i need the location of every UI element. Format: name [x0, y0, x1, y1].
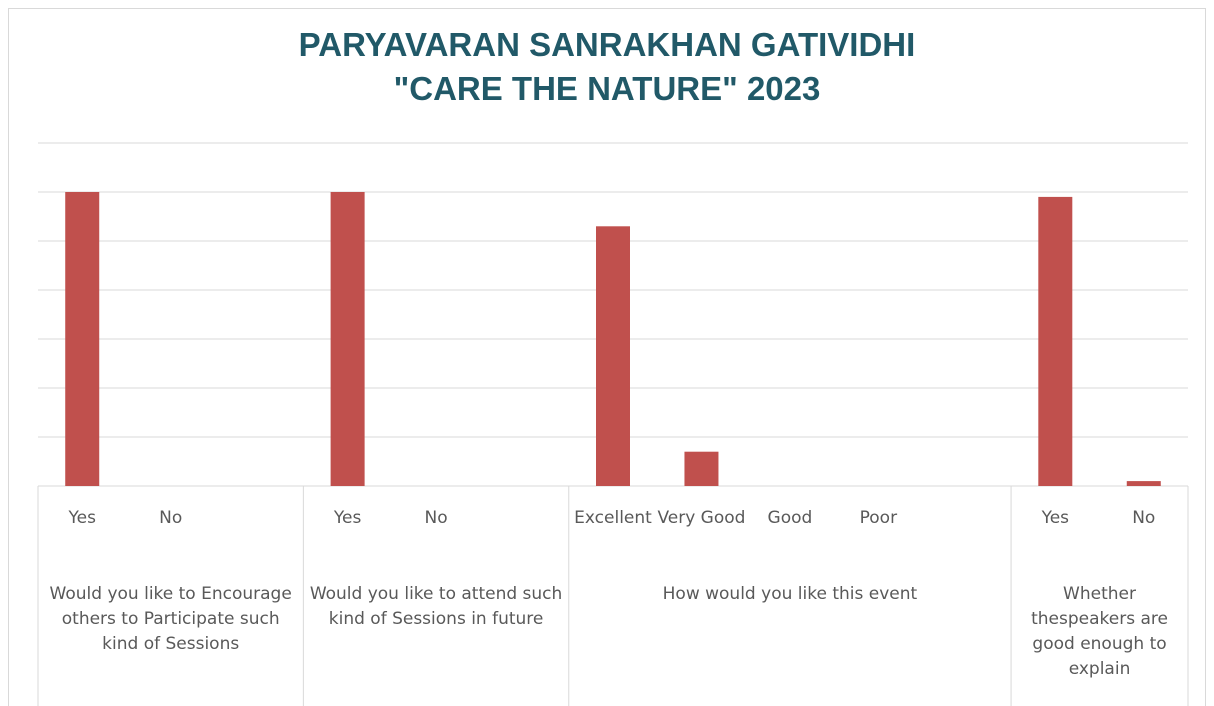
- group-label: Would you like to Encourage others to Pa…: [49, 584, 292, 654]
- x-tick-label: Poor: [859, 508, 898, 528]
- x-tick-label: Good: [767, 508, 813, 528]
- x-tick-label: Excellent: [574, 508, 652, 528]
- bar: [1038, 196, 1073, 486]
- x-tick-label: No: [1132, 508, 1156, 528]
- bar: [330, 192, 365, 486]
- group-label: Whether thespeakers are good enough to e…: [1031, 584, 1168, 679]
- x-tick-label: No: [159, 508, 183, 528]
- bar: [1126, 481, 1161, 486]
- x-tick-label: Yes: [1041, 508, 1070, 528]
- bar: [65, 192, 100, 486]
- x-tick-label: Very Good: [657, 508, 746, 528]
- chart-title: "CARE THE NATURE" 2023: [393, 70, 821, 107]
- chart-border: [8, 8, 1206, 706]
- group-label: Would you like to attend such kind of Se…: [309, 584, 563, 629]
- x-tick-label: Yes: [333, 508, 362, 528]
- bar: [684, 451, 719, 486]
- chart-title: PARYAVARAN SANRAKHAN GATIVIDHI: [298, 26, 916, 63]
- bar: [596, 226, 630, 487]
- group-label: How would you like this event: [662, 584, 918, 604]
- x-tick-label: Yes: [68, 508, 96, 528]
- x-tick-label: No: [424, 508, 448, 528]
